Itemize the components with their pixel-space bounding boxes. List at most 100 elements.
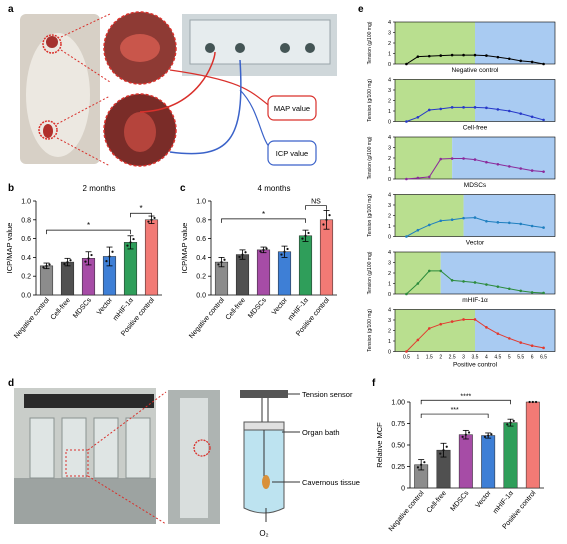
y-tick-label: 0.6 — [196, 236, 206, 243]
o2-label: O₂ — [259, 529, 268, 538]
panel-a-illustration: MAP value ICP value — [20, 11, 337, 167]
y-tick-label: 2 — [388, 99, 391, 105]
y-tick-label: 1 — [388, 52, 391, 58]
series-point — [542, 62, 545, 66]
series-point — [473, 318, 477, 321]
data-point — [506, 423, 509, 426]
series-point — [450, 218, 454, 221]
sig-bracket — [305, 205, 327, 210]
data-point — [105, 260, 108, 263]
y-tick-label: 0.2 — [196, 274, 206, 281]
data-point — [108, 255, 111, 258]
sig-bracket — [221, 218, 306, 223]
x-tick-label: 4 — [485, 355, 488, 361]
y-tick-label: 3 — [388, 88, 391, 94]
y-tick-label: 1 — [388, 224, 391, 230]
x-tick-label: 6.5 — [540, 355, 547, 361]
data-point — [528, 400, 531, 404]
data-point — [87, 257, 90, 260]
data-point — [531, 400, 534, 404]
series-point — [507, 221, 511, 225]
green-region — [395, 137, 453, 179]
blue-region — [475, 22, 555, 64]
subplot-label: Vector — [466, 240, 485, 247]
series-point — [519, 341, 523, 344]
y-tick-label: 0 — [388, 177, 391, 183]
series-point — [439, 107, 443, 111]
series-point — [405, 235, 408, 238]
sig-bracket — [46, 229, 131, 235]
y-tick-label: 4 — [388, 78, 391, 84]
y-tick-label: 0 — [388, 235, 391, 241]
y-tick-label: 4 — [388, 193, 391, 199]
y-tick-label: 0.0 — [21, 293, 31, 300]
y-tick-label: 1 — [388, 339, 391, 345]
panel-label-c: c — [180, 183, 186, 194]
x-tick-label: Cell-free — [426, 490, 448, 515]
y-tick-label: 1 — [388, 282, 391, 288]
series-point — [507, 109, 511, 113]
series-point — [542, 170, 545, 173]
sig-bracket — [420, 413, 489, 419]
series-point — [496, 221, 500, 224]
incision-top — [46, 36, 58, 48]
organ-bath-label: Organ bath — [302, 428, 340, 437]
x-tick-label: Negative control — [388, 489, 426, 533]
data-point — [487, 434, 490, 437]
series-point — [439, 157, 443, 161]
data-point — [66, 261, 69, 264]
series-point — [485, 160, 488, 164]
data-point — [328, 214, 331, 217]
chart-b: 2 months ICP/MAP value 0.0 0.2 0.4 0.6 0.8 1.0 N… — [5, 184, 162, 340]
x-tick-label: mHIF-1α — [492, 490, 515, 515]
y-tick-label: 2 — [388, 329, 391, 335]
tension-sensor-label: Tension sensor — [302, 390, 353, 399]
x-tick-label: 2 — [439, 355, 442, 361]
green-region — [395, 194, 464, 237]
data-point — [490, 433, 493, 436]
data-point — [512, 419, 515, 423]
series-point — [507, 165, 511, 168]
series-point — [473, 216, 477, 219]
series-point — [427, 269, 431, 273]
incision-bottom — [43, 124, 53, 138]
series-point — [542, 118, 545, 122]
series-point — [485, 283, 488, 286]
data-point — [416, 466, 420, 469]
data-point — [48, 263, 51, 266]
series-point — [462, 318, 465, 321]
data-point — [147, 220, 150, 223]
series-point — [450, 279, 454, 282]
series-point — [542, 226, 545, 229]
series-point — [462, 216, 465, 220]
x-tick-label: 0.5 — [403, 355, 410, 361]
data-point — [445, 445, 448, 448]
y-tick-label: 4 — [388, 135, 391, 141]
series-point — [530, 169, 534, 172]
bar-6 — [525, 401, 540, 489]
subplot-label: mHIF-1α — [462, 297, 488, 304]
series-point — [530, 291, 534, 294]
y-axis-label: Relative MCF — [375, 422, 384, 468]
y-tick-label: 0.75 — [391, 421, 405, 428]
bar-3 — [256, 249, 271, 296]
series-point — [405, 120, 408, 123]
data-point — [534, 400, 538, 404]
bar-6 — [144, 219, 159, 296]
sig-label: *** — [451, 407, 459, 414]
y-axis-label: Tension (g/100 mg) — [367, 309, 373, 352]
panel-label-e: e — [358, 4, 364, 15]
series-point — [473, 53, 477, 57]
x-tick-label: 2.5 — [449, 355, 456, 361]
y-tick-label: 3 — [388, 203, 391, 209]
panel-label-b: b — [8, 183, 15, 194]
series-point — [462, 280, 465, 283]
y-tick-label: 0.4 — [196, 255, 206, 262]
y-tick-label: 1.0 — [196, 199, 206, 206]
series-point — [519, 112, 523, 115]
series-point — [427, 175, 431, 179]
x-tick-label: 5 — [508, 355, 511, 361]
green-region — [395, 79, 475, 122]
y-axis-label: ICP/MAP value — [180, 223, 189, 274]
